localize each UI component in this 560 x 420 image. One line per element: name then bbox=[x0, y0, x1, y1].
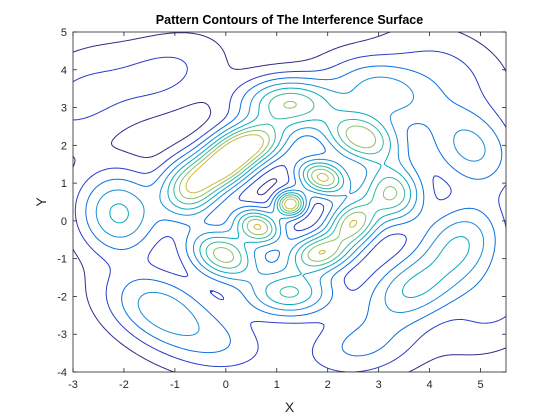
plot-area-background bbox=[73, 32, 506, 372]
contour-level-6 bbox=[173, 92, 406, 298]
plot-area-border bbox=[72, 31, 507, 373]
x-tick-label: 5 bbox=[477, 379, 483, 391]
x-tick-label: 4 bbox=[427, 379, 433, 391]
x-tick-label: 1 bbox=[274, 379, 280, 391]
y-tick-label: 0 bbox=[61, 216, 67, 228]
contour-level-5 bbox=[109, 87, 470, 306]
x-axis-label: X bbox=[285, 399, 295, 415]
contour-level-1 bbox=[73, 32, 506, 372]
y-tick-label: 2 bbox=[61, 140, 67, 152]
x-tick-label: -2 bbox=[119, 379, 129, 391]
x-tick-label: -1 bbox=[170, 379, 180, 391]
y-tick-label: -4 bbox=[57, 367, 67, 379]
contour-lines bbox=[73, 32, 506, 372]
y-tick-label: -3 bbox=[57, 329, 67, 341]
x-tick-label: 3 bbox=[376, 379, 382, 391]
y-tick-label: 5 bbox=[61, 27, 67, 39]
contour-level-2 bbox=[73, 50, 506, 372]
y-tick-label: -2 bbox=[57, 291, 67, 303]
y-tick-label: 4 bbox=[61, 65, 67, 77]
chart-title: Pattern Contours of The Interference Sur… bbox=[156, 13, 423, 27]
y-axis-label: Y bbox=[33, 197, 49, 207]
y-tick-label: 3 bbox=[61, 103, 67, 115]
x-tick-label: -3 bbox=[68, 379, 78, 391]
contour-level-4 bbox=[95, 76, 486, 336]
x-tick-label: 0 bbox=[223, 379, 229, 391]
y-tick-label: 1 bbox=[61, 178, 67, 190]
contour-level-8 bbox=[185, 134, 358, 255]
x-tick-label: 2 bbox=[325, 379, 331, 391]
contour-level-7 bbox=[178, 100, 398, 263]
contour-level-3 bbox=[85, 65, 503, 357]
y-tick-label: -1 bbox=[57, 254, 67, 266]
